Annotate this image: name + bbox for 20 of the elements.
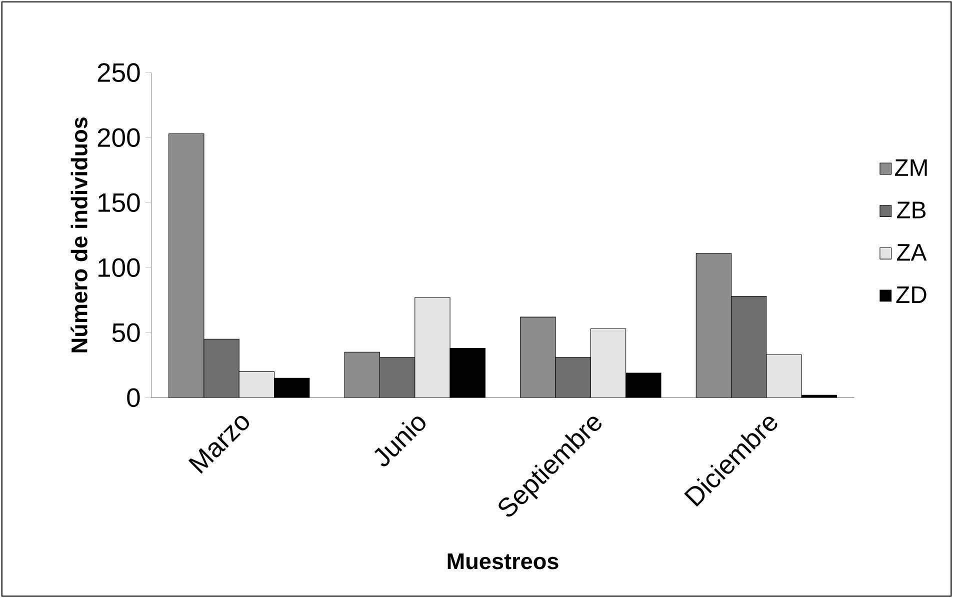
bar [414,297,450,398]
y-tick-label: 0 [127,388,140,408]
legend-label: ZM [894,159,927,176]
bar [590,328,626,398]
bar [731,296,767,398]
legend-label: ZA [896,244,927,261]
bar [238,371,275,398]
legend-label: ZB [896,202,926,218]
bar [555,357,591,398]
legend-label: ZD [896,286,926,303]
y-tick-label: 50 [112,323,140,342]
y-tick-label: 100 [98,258,140,278]
y-axis-title: Número de individuos [70,117,88,352]
bar [204,338,240,398]
bar [766,354,802,398]
y-tick-label: 150 [98,193,140,212]
y-tick-label: 250 [98,63,140,82]
y-tick-label: 200 [98,128,140,147]
bar [379,357,416,398]
x-axis-title: Muestreos [448,553,558,570]
